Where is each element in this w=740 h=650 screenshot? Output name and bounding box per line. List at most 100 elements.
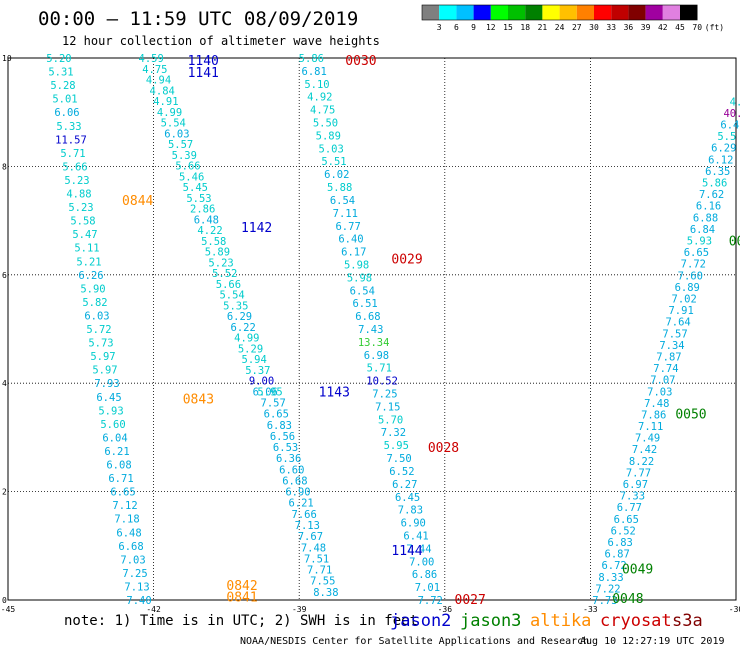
colorbar-label: 70: [692, 23, 702, 32]
wave-height-value: 6.51: [352, 298, 377, 310]
wave-height-value: 5.10: [304, 79, 329, 91]
wave-height-value: 7.48: [644, 398, 669, 410]
pass-label: 0049: [622, 563, 653, 578]
wave-height-value: 6.83: [267, 420, 292, 432]
wave-height-value: 6.89: [675, 282, 700, 294]
wave-height-value: 7.57: [261, 397, 286, 409]
pass-label: 1140: [188, 54, 219, 69]
legend-jason2: jason2: [390, 611, 451, 631]
x-tick-label: -33: [583, 605, 598, 614]
colorbar-swatch: [542, 5, 560, 20]
wave-height-value: 5.95: [384, 440, 409, 452]
wave-height-value: 5.98: [347, 272, 372, 284]
wave-height-value: 6.45: [395, 492, 420, 504]
wave-height-value: 7.93: [94, 378, 119, 390]
colorbar-label: (ft): [705, 23, 724, 32]
wave-height-value: 5.57: [168, 139, 193, 151]
wave-height-value: 5.66: [175, 161, 200, 173]
wave-height-value: 5.21: [76, 256, 101, 268]
wave-height-value: 13.34: [358, 337, 390, 349]
wave-height-value: 7.72: [418, 595, 443, 607]
wave-height-value: 4.99: [234, 333, 259, 345]
wave-height-value: 5.54: [219, 290, 244, 302]
colorbar-swatch: [559, 5, 577, 20]
footer-credit: NOAA/NESDIS Center for Satellite Applica…: [240, 636, 589, 647]
wave-height-value: 4.99: [157, 107, 182, 119]
satellite-legend: jason2 jason3 altika cryosat s3a: [390, 611, 703, 631]
colorbar-label: 45: [675, 23, 685, 32]
wave-height-value: 6.65: [264, 409, 289, 421]
wave-height-value: 5.86: [299, 53, 324, 65]
legend-altika: altika: [530, 611, 591, 631]
colorbar-swatch: [439, 5, 457, 20]
wave-height-value: 6.68: [118, 541, 143, 553]
wave-height-value: 7.55: [310, 576, 335, 588]
wave-height-value: 5.98: [344, 259, 369, 271]
colorbar-label: 42: [658, 23, 668, 32]
wave-height-value: 5.39: [172, 150, 197, 162]
wave-height-value: 7.49: [635, 433, 660, 445]
wave-height-value: 6.65: [110, 487, 135, 499]
wave-height-value: 5.03: [319, 143, 344, 155]
pass-label: 0841: [226, 591, 257, 606]
wave-height-value: 5.90: [80, 283, 105, 295]
wave-height-value: 7.00: [409, 556, 434, 568]
colorbar-label: 33: [606, 23, 616, 32]
pass-label: 1141: [188, 66, 219, 81]
colorbar-label: 27: [572, 23, 582, 32]
wave-height-value: 7.42: [632, 444, 657, 456]
wave-height-value: 5.97: [92, 365, 117, 377]
wave-height-value: 5.71: [367, 363, 392, 375]
wave-height-value: 8.22: [629, 456, 654, 468]
wave-height-value: 6.35: [705, 166, 730, 178]
wave-height-value: 4.91: [153, 96, 178, 108]
wave-height-value: 7.40: [126, 595, 151, 607]
wave-height-value: 5.97: [90, 351, 115, 363]
wave-height-value: 5.93: [98, 405, 123, 417]
y-tick-label: 0: [2, 596, 7, 605]
wave-height-value: 6.53: [273, 442, 298, 454]
axes: -45 -42 -39 -36 -33 -30 0 2 4 6 8 10: [1, 54, 740, 614]
x-tick-label: -42: [146, 605, 161, 614]
wave-height-value: 5.72: [86, 324, 111, 336]
colorbar-label: 30: [589, 23, 599, 32]
wave-height-value: 7.50: [386, 453, 411, 465]
wave-height-value: 6.83: [608, 537, 633, 549]
wave-height-value: 6.48: [116, 527, 141, 539]
wave-height-value: 5.33: [56, 121, 81, 133]
pass-label: 0028: [428, 441, 459, 456]
wave-height-value: 6.68: [282, 475, 307, 487]
wave-height-value: 7.62: [699, 189, 724, 201]
wave-height-value: 4.84: [150, 85, 175, 97]
wave-height-value: 5.20: [46, 53, 71, 65]
wave-height-value: 6.06: [54, 107, 79, 119]
pass-label: 1144: [391, 544, 422, 559]
wave-height-value: 7.03: [647, 386, 672, 398]
colorbar-label: 15: [503, 23, 513, 32]
wave-height-value: 5.82: [82, 297, 107, 309]
legend-jason3: jason3: [460, 611, 521, 631]
wave-height-value: 7.43: [358, 324, 383, 336]
x-tick-label: -45: [1, 605, 16, 614]
pass-label: 0844: [122, 194, 153, 209]
wave-height-value: 9.00: [249, 376, 274, 388]
wave-height-value: 6.41: [403, 530, 428, 542]
wave-height-value: 6.21: [288, 498, 313, 510]
colorbar-swatch: [662, 5, 680, 20]
wave-height-value: 5.66: [62, 161, 87, 173]
wave-height-value: 4.92: [307, 92, 332, 104]
wave-height-value: 6.27: [392, 479, 417, 491]
wave-height-value: 5.23: [208, 257, 233, 269]
wave-height-value: 7.48: [301, 542, 326, 554]
wave-height-value: 6.90: [285, 487, 310, 499]
colorbar-swatch: [456, 5, 474, 20]
colorbar-swatch: [628, 5, 646, 20]
wave-height-value: 8.38: [313, 587, 338, 599]
wave-height-value: 6.86: [412, 569, 437, 581]
plot-area: [7, 57, 737, 601]
colorbar-label: 24: [555, 23, 565, 32]
wave-height-value: 7.33: [620, 491, 645, 503]
colorbar-swatch: [680, 5, 698, 20]
colorbar-swatch: [473, 5, 491, 20]
